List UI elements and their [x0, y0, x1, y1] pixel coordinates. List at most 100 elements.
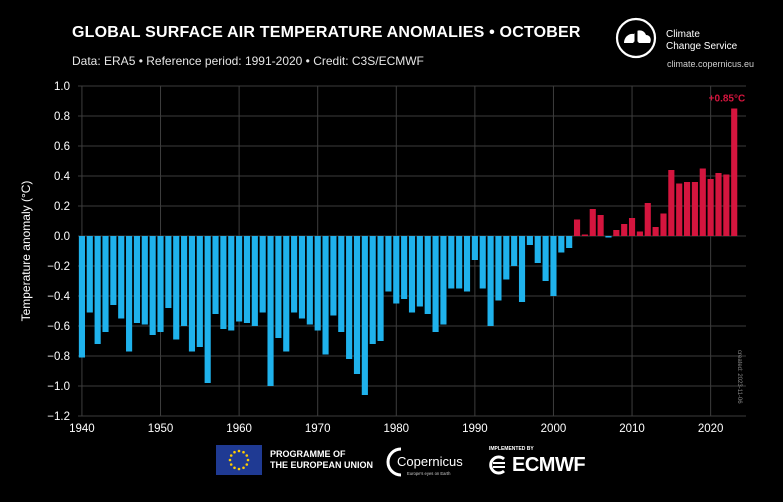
bar-1993: [495, 236, 502, 301]
eu-star-icon: [233, 466, 236, 470]
c3s-thermometer-icon: [615, 17, 657, 59]
bar-layer: [78, 108, 738, 395]
bar-2007: [605, 236, 612, 238]
bar-1982: [408, 236, 416, 313]
bar-1958: [220, 236, 227, 329]
bar-1973: [338, 236, 345, 332]
bar-1983: [416, 236, 423, 307]
x-tick-label: 1950: [148, 423, 174, 435]
bar-2020: [707, 179, 714, 236]
eu-star-icon: [233, 450, 236, 454]
copernicus-logo: Copernicus Europe's eyes on Earth: [386, 447, 463, 477]
y-tick-label: −0.6: [47, 321, 70, 333]
bar-2012: [644, 203, 651, 236]
eu-star-icon: [242, 450, 245, 454]
c3s-name-line1: Climate: [666, 29, 700, 40]
bar-1957: [212, 236, 219, 314]
bar-1992: [487, 236, 494, 326]
bar-1948: [141, 236, 148, 325]
y-tick-label: −0.8: [47, 351, 70, 363]
eu-star-icon: [237, 449, 241, 453]
eu-star-icon: [229, 463, 233, 466]
bar-1959: [228, 236, 235, 331]
c3s-name-line2: Change Service: [666, 41, 738, 52]
bar-1989: [463, 236, 471, 292]
bar-1990: [471, 236, 478, 260]
bar-1967: [291, 236, 298, 313]
bar-1980: [393, 236, 400, 304]
bar-2021: [715, 173, 722, 236]
bar-2019: [699, 168, 706, 236]
chart-title: GLOBAL SURFACE AIR TEMPERATURE ANOMALIES…: [72, 24, 581, 41]
bar-1941: [86, 236, 93, 313]
bar-2018: [691, 182, 698, 236]
bar-2000: [550, 236, 557, 296]
x-tick-label: 2020: [698, 423, 724, 435]
bar-1972: [330, 236, 337, 316]
bar-1984: [424, 236, 431, 314]
x-tick-label: 2010: [619, 423, 645, 435]
bar-1981: [401, 236, 408, 299]
eu-flag-icon: [216, 445, 262, 475]
bar-2009: [621, 224, 628, 236]
bar-1996: [518, 236, 526, 302]
bar-1960: [236, 236, 243, 322]
bar-1954: [188, 236, 196, 352]
bar-2022: [723, 174, 730, 236]
bar-1979: [385, 236, 392, 292]
bar-1955: [196, 236, 203, 347]
bar-1991: [479, 236, 486, 289]
bar-2017: [683, 182, 691, 236]
y-tick-label: 0.4: [54, 171, 71, 183]
bar-1978: [377, 236, 384, 341]
y-tick-label: −0.2: [47, 261, 70, 273]
bar-1947: [133, 236, 141, 323]
bar-1971: [322, 236, 329, 355]
bar-2002: [566, 236, 573, 248]
y-tick-label: 0.6: [54, 141, 70, 153]
axis-layer: 1.0 0.8 0.6 0.4 0.2 0.0 −0.2 −0.4 −0.6 −0.8 −1.0 −1…: [19, 81, 745, 435]
bar-1998: [534, 236, 541, 263]
y-tick-label: −0.4: [47, 291, 70, 303]
bar-1966: [283, 236, 290, 352]
y-tick-label: 0.8: [54, 111, 70, 123]
bar-2010: [628, 218, 636, 236]
bar-1944: [110, 236, 117, 305]
bar-1985: [432, 236, 439, 332]
copernicus-wordmark: Copernicus: [397, 454, 463, 469]
bar-1953: [181, 236, 188, 326]
bar-1964: [267, 236, 274, 386]
eu-star-icon: [229, 454, 233, 457]
c3s-url[interactable]: climate.copernicus.eu: [667, 59, 755, 69]
eu-star-icon: [242, 466, 245, 470]
bar-1949: [149, 236, 156, 335]
bar-1968: [298, 236, 306, 319]
bar-1974: [346, 236, 353, 359]
bar-1976: [361, 236, 368, 395]
bar-1950: [157, 236, 164, 332]
bar-1994: [503, 236, 510, 280]
chart-subtitle: Data: ERA5 • Reference period: 1991-2020…: [72, 54, 424, 68]
eu-star-icon: [246, 458, 250, 462]
y-tick-label: −1.0: [47, 381, 70, 393]
annotation-label: +0.85°C: [709, 94, 746, 105]
bar-1975: [353, 236, 361, 374]
y-tick-label: 0.2: [54, 201, 70, 213]
ecmwf-mark-icon: [489, 455, 505, 475]
created-date: created: 2023-11-06: [736, 350, 742, 404]
bar-2011: [636, 231, 643, 236]
bar-1970: [314, 236, 321, 331]
bar-1988: [456, 236, 463, 289]
x-tick-label: 1960: [226, 423, 252, 435]
bar-2004: [581, 234, 588, 236]
bar-1945: [118, 236, 125, 319]
bar-1963: [259, 236, 266, 313]
eu-star-icon: [245, 454, 249, 457]
eu-star-icon: [237, 467, 241, 471]
ecmwf-implemented-label: IMPLEMENTED BY: [489, 446, 534, 452]
bar-2014: [660, 213, 667, 236]
bar-1940: [78, 236, 85, 358]
bar-1987: [448, 236, 455, 289]
bar-1962: [251, 236, 258, 326]
